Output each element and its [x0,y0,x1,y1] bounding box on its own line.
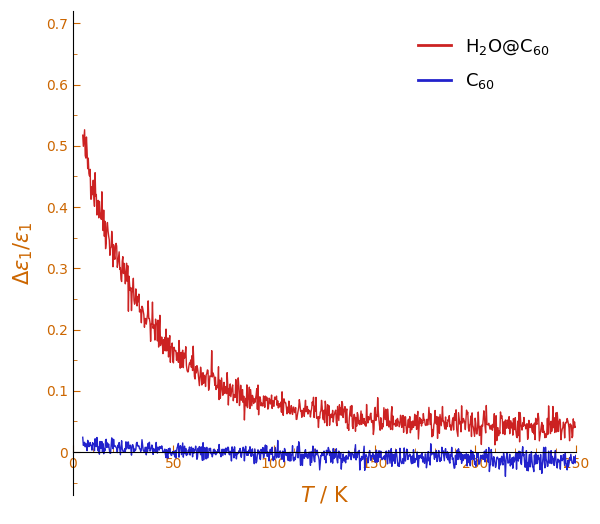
Y-axis label: $\Delta\varepsilon_1/\varepsilon_1$: $\Delta\varepsilon_1/\varepsilon_1$ [11,221,35,285]
Legend: H$_2$O@C$_{60}$, C$_{60}$: H$_2$O@C$_{60}$, C$_{60}$ [411,30,557,98]
X-axis label: $T$ / K: $T$ / K [299,485,349,506]
